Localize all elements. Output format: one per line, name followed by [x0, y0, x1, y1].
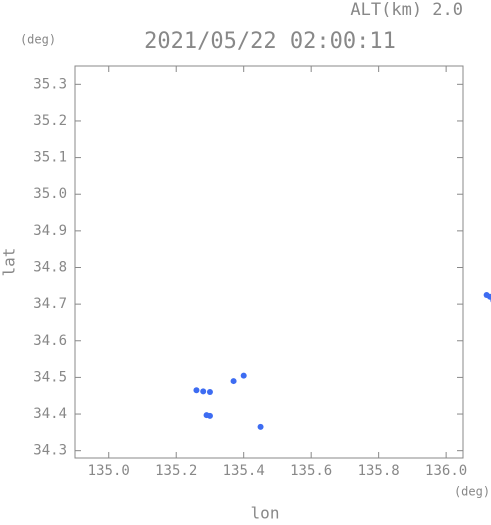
y-tick-label: 34.8 [33, 259, 67, 275]
echo-point [257, 423, 264, 430]
x-tick-label: 135.6 [290, 463, 332, 479]
x-unit: (deg) [454, 485, 490, 499]
chart-subtitle: ALT(km) 2.0 [350, 0, 463, 20]
y-tick-label: 35.3 [33, 76, 67, 92]
echo-point [230, 378, 237, 385]
x-tick-label: 135.0 [88, 463, 130, 479]
x-axis-label: lon [251, 504, 280, 522]
y-tick-label: 34.5 [33, 369, 67, 385]
echo-point [200, 388, 207, 395]
x-tick-label: 135.2 [155, 463, 197, 479]
y-tick-label: 35.2 [33, 113, 67, 129]
x-tick-label: 136.0 [425, 463, 467, 479]
y-axis-label: lat [0, 248, 19, 277]
x-tick-label: 135.4 [223, 463, 265, 479]
echo-point [206, 389, 213, 396]
y-unit: (deg) [20, 33, 56, 47]
chart-title: 2021/05/22 02:00:11 [144, 29, 396, 54]
echo-point [193, 387, 200, 394]
y-tick-label: 34.6 [33, 333, 67, 349]
y-tick-label: 34.7 [33, 296, 67, 312]
y-tick-label: 34.4 [33, 406, 67, 422]
x-tick-label: 135.8 [358, 463, 400, 479]
plot-frame [74, 65, 464, 459]
y-tick-label: 35.1 [33, 150, 67, 166]
echo-point [240, 372, 247, 379]
echo-point [486, 293, 491, 300]
y-tick-label: 35.0 [33, 186, 67, 202]
echo-point [206, 412, 213, 419]
y-tick-label: 34.9 [33, 223, 67, 239]
y-tick-label: 34.3 [33, 443, 67, 459]
